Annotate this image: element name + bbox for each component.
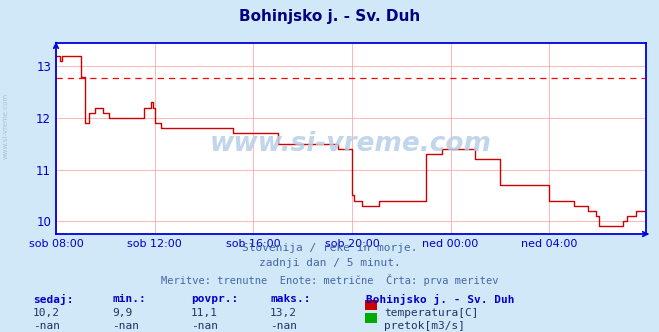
Text: maks.:: maks.: xyxy=(270,294,310,304)
Text: sedaj:: sedaj: xyxy=(33,294,73,305)
Text: -nan: -nan xyxy=(270,321,297,331)
Text: min.:: min.: xyxy=(112,294,146,304)
Text: 9,9: 9,9 xyxy=(112,308,132,318)
Text: www.si-vreme.com: www.si-vreme.com xyxy=(2,93,9,159)
Text: -nan: -nan xyxy=(112,321,139,331)
Text: zadnji dan / 5 minut.: zadnji dan / 5 minut. xyxy=(258,258,401,268)
Text: 11,1: 11,1 xyxy=(191,308,218,318)
Text: Bohinjsko j. - Sv. Duh: Bohinjsko j. - Sv. Duh xyxy=(239,9,420,24)
Text: www.si-vreme.com: www.si-vreme.com xyxy=(210,131,492,157)
Text: Slovenija / reke in morje.: Slovenija / reke in morje. xyxy=(242,243,417,253)
Text: povpr.:: povpr.: xyxy=(191,294,239,304)
Text: Meritve: trenutne  Enote: metrične  Črta: prva meritev: Meritve: trenutne Enote: metrične Črta: … xyxy=(161,274,498,286)
Text: -nan: -nan xyxy=(191,321,218,331)
Text: -nan: -nan xyxy=(33,321,60,331)
Text: 10,2: 10,2 xyxy=(33,308,60,318)
Text: pretok[m3/s]: pretok[m3/s] xyxy=(384,321,465,331)
Text: 13,2: 13,2 xyxy=(270,308,297,318)
Text: temperatura[C]: temperatura[C] xyxy=(384,308,478,318)
Text: Bohinjsko j. - Sv. Duh: Bohinjsko j. - Sv. Duh xyxy=(366,294,514,305)
